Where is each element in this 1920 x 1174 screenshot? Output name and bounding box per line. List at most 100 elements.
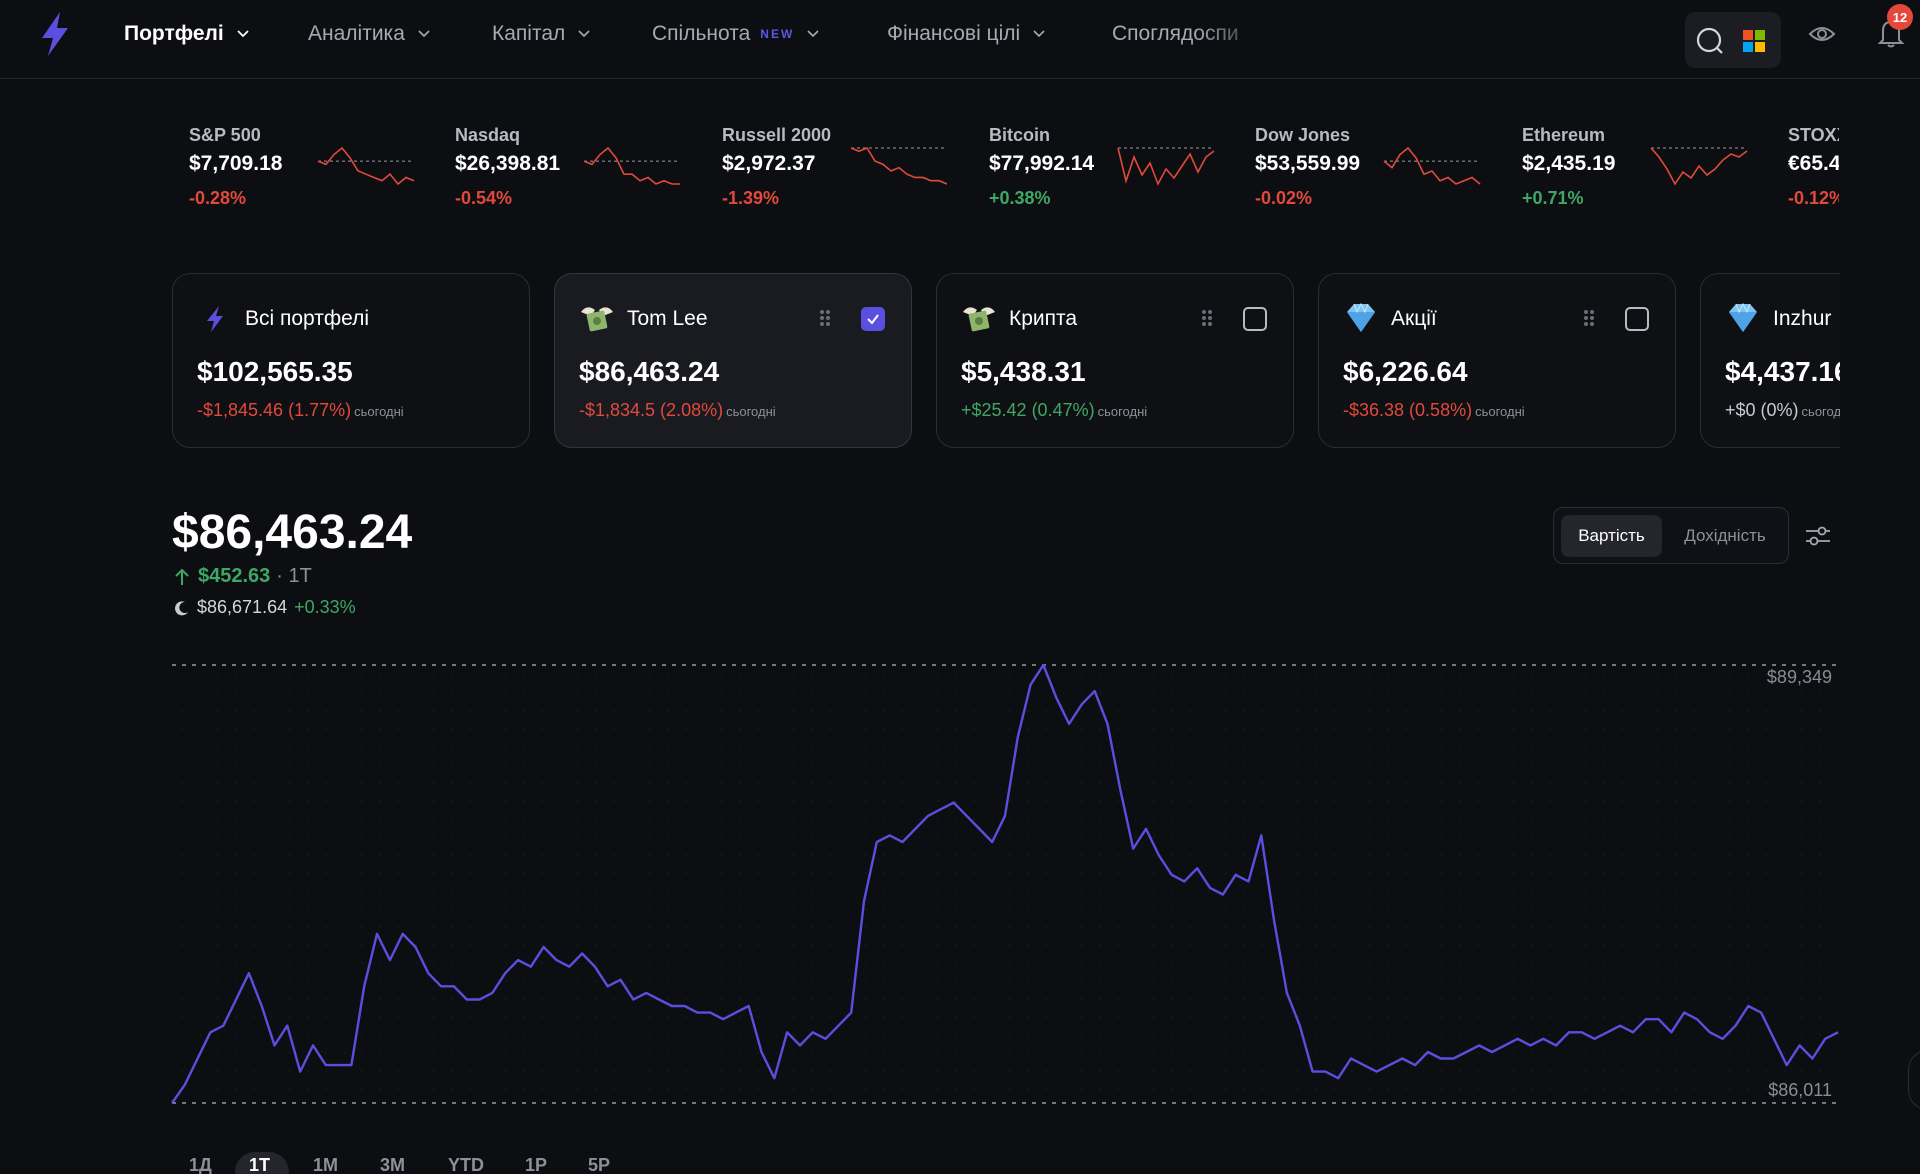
lightning-logo-icon[interactable] [38,10,72,58]
grid-dot [1423,872,1425,874]
grid-dot [1675,962,1677,964]
grid-dot [1225,980,1227,982]
grid-dot [1747,1088,1749,1090]
grid-dot [1081,746,1083,748]
grid-dot [793,1016,795,1018]
toggle-value-option[interactable]: Вартість [1561,515,1662,557]
grid-dot [451,710,453,712]
portfolio-card-stocks[interactable]: Акції $6,226.64 -$36.38 (0.58%) сьогодні [1318,273,1676,448]
range-1m[interactable]: 1М [313,1155,339,1174]
grid-dot [739,908,741,910]
grid-dot [595,980,597,982]
grid-dot [1207,710,1209,712]
portfolio-card-all[interactable]: Всі портфелі $102,565.35 -$1,845.46 (1.7… [172,273,530,448]
grid-dot [1027,728,1029,730]
grid-dot [1009,908,1011,910]
grid-dot [217,1016,219,1018]
range-1y[interactable]: 1Р [525,1155,548,1174]
range-ytd[interactable]: YTD [448,1155,484,1174]
grid-dot [739,836,741,838]
portfolio-card-tom-lee[interactable]: Tom Lee $86,463.24 -$1,834.5 (2.08%) сьог… [554,273,912,448]
grid-dot [955,926,957,928]
grid-dot [1243,1052,1245,1054]
portfolio-checkbox[interactable] [1625,307,1649,331]
range-5y[interactable]: 5Р [588,1155,611,1174]
portfolio-value-chart[interactable]: $89,349 $86,011 [160,640,1850,1120]
nav-item-financial-goals[interactable]: Фінансові цілі [887,20,1046,48]
grid-dot [199,998,201,1000]
grid-dot [1027,782,1029,784]
portfolio-card-crypto[interactable]: Крипта $5,438.31 +$25.42 (0.47%) сьогодні [936,273,1294,448]
grid-dot [415,674,417,676]
grid-dot [1081,908,1083,910]
grid-dot [379,710,381,712]
grid-dot [217,962,219,964]
grid-dot [235,1088,237,1090]
ticker-nasdaq[interactable]: Nasdaq $26,398.81 -0.54% [455,122,721,212]
ticker-russell-2000[interactable]: Russell 2000 $2,972.37 -1.39% [722,122,988,212]
ticker-ethereum[interactable]: Ethereum $2,435.19 +0.71% [1522,122,1788,212]
grid-dot [217,890,219,892]
grid-dot [217,998,219,1000]
grid-dot [1711,854,1713,856]
portfolio-checkbox[interactable] [1243,307,1267,331]
grid-dot [1045,818,1047,820]
nav-item-capital[interactable]: Капітал [492,20,591,48]
grid-dot [757,854,759,856]
grid-dot [433,1052,435,1054]
ticker-sp500[interactable]: S&P 500 $7,709.18 -0.28% [189,122,455,212]
grid-dot [829,854,831,856]
side-scroll-handle[interactable] [1908,1050,1920,1110]
grid-dot [1351,1088,1353,1090]
grid-dot [1423,926,1425,928]
grid-dot [775,782,777,784]
range-3m[interactable]: 3М [380,1155,406,1174]
chart-settings-button[interactable] [1803,521,1833,551]
portfolio-checkbox[interactable] [861,307,885,331]
grid-dot [1387,782,1389,784]
visibility-toggle[interactable] [1806,18,1838,50]
grid-dot [433,872,435,874]
grid-dot [469,1052,471,1054]
windows-app-button[interactable] [1738,25,1770,57]
grid-dot [1135,836,1137,838]
grid-dot [1207,962,1209,964]
grid-dot [1009,998,1011,1000]
grid-dot [793,872,795,874]
search-button[interactable] [1693,24,1727,58]
grid-dot [325,764,327,766]
nav-item-community[interactable]: Спільнота NEW [652,20,820,48]
grid-dot [1765,710,1767,712]
grid-dot [559,1070,561,1072]
grid-dot [1567,1016,1569,1018]
grid-dot [1189,1016,1191,1018]
grid-dot [721,962,723,964]
grid-dot [1297,818,1299,820]
grid-dot [1405,1052,1407,1054]
drag-handle-icon[interactable] [818,308,832,328]
ticker-dow-jones[interactable]: Dow Jones $53,559.99 -0.02% [1255,122,1521,212]
nav-item-portfolios[interactable]: Портфелі [124,20,250,48]
portfolio-card-inzhur[interactable]: Inzhur $4,437.16 +$0 (0%)сьогодні [1700,273,1840,448]
grid-dot [1189,854,1191,856]
grid-dot [469,800,471,802]
grid-dot [991,800,993,802]
toggle-return-option[interactable]: Дохідність [1684,526,1766,545]
ticker-bitcoin[interactable]: Bitcoin $77,992.14 +0.38% [989,122,1255,212]
grid-dot [685,980,687,982]
grid-dot [1387,836,1389,838]
grid-dot [235,764,237,766]
nav-item-analytics[interactable]: Аналітика [308,20,431,48]
range-1w[interactable]: 1Т [249,1155,271,1174]
grid-dot [1711,1088,1713,1090]
grid-dot [415,1034,417,1036]
grid-dot [1423,890,1425,892]
drag-handle-icon[interactable] [1582,308,1596,328]
grid-dot [1405,872,1407,874]
grid-dot [433,764,435,766]
ticker-stoxx[interactable]: STOXX €65.4 -0.12% [1788,122,1839,212]
drag-handle-icon[interactable] [1200,308,1214,328]
grid-dot [847,764,849,766]
grid-dot [217,980,219,982]
range-1d[interactable]: 1Д [189,1155,212,1174]
